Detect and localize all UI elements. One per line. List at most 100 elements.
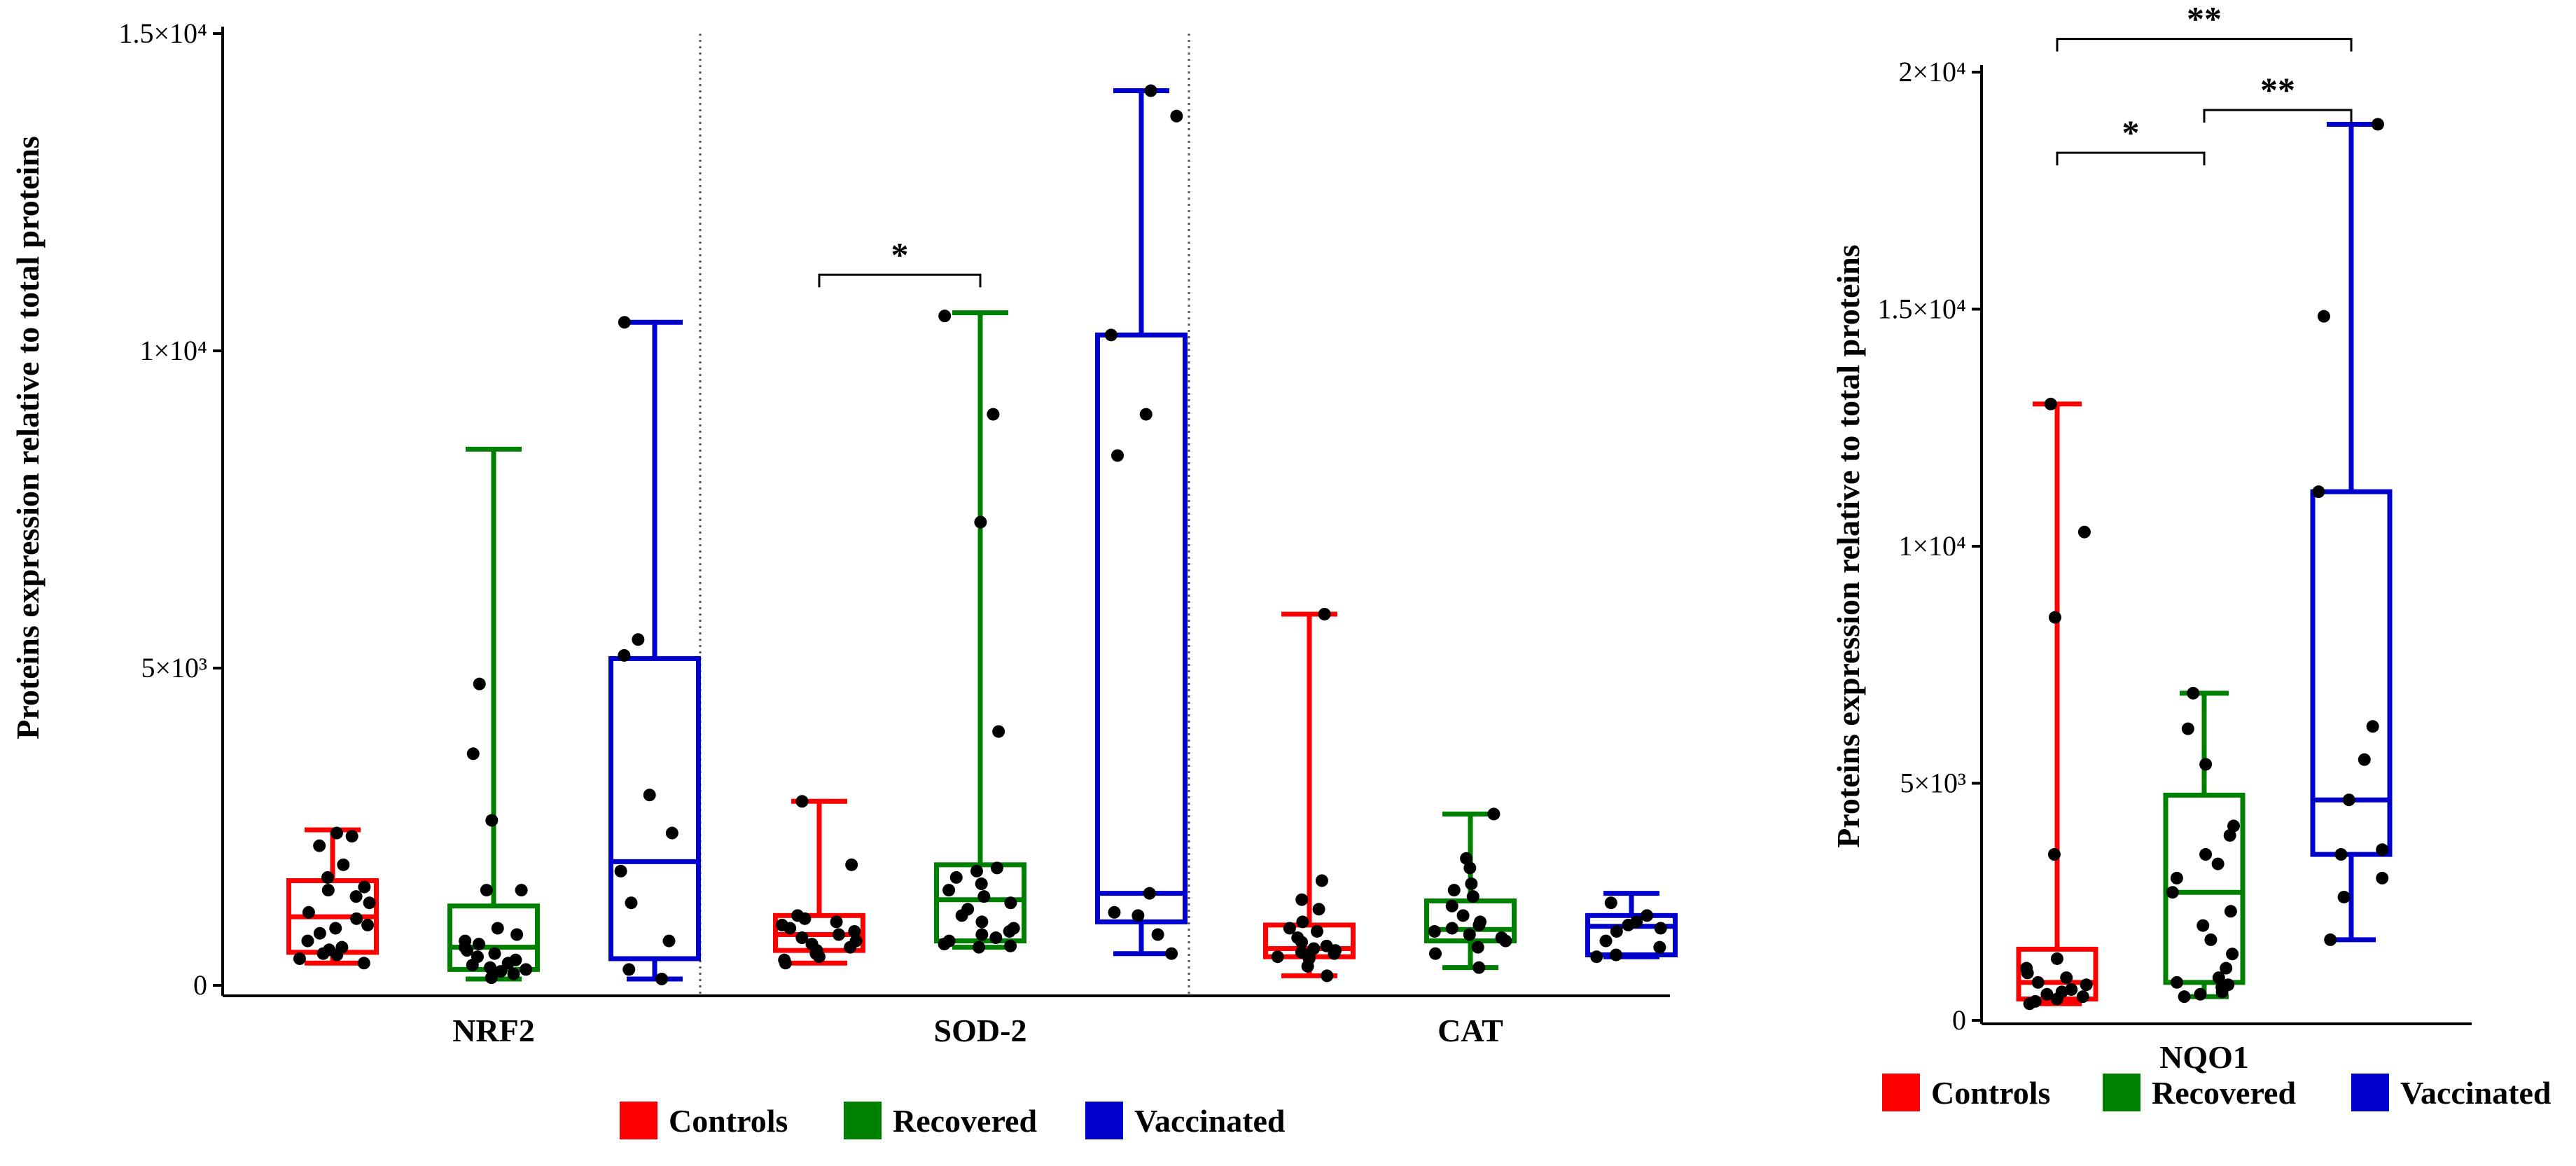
data-point	[2222, 978, 2235, 992]
significance-label: *	[2122, 113, 2140, 152]
data-point	[2044, 397, 2057, 410]
data-point	[1604, 896, 1617, 910]
y-tick-label: 5×10³	[141, 652, 207, 683]
data-point	[2194, 987, 2207, 1001]
data-point	[361, 918, 375, 931]
data-point	[313, 926, 326, 940]
data-point	[2065, 983, 2078, 996]
data-point	[1599, 934, 1613, 948]
significance-label: **	[2187, 0, 2222, 39]
data-point	[848, 924, 861, 938]
data-point	[1653, 941, 1666, 954]
legend-label: Recovered	[893, 1103, 1037, 1139]
data-point	[1170, 109, 1183, 123]
data-point	[491, 922, 504, 935]
data-point	[1004, 939, 1017, 952]
data-point	[942, 884, 956, 897]
box-controls	[2016, 397, 2098, 1011]
data-point	[632, 633, 645, 646]
box-vaccinated	[2310, 118, 2393, 946]
box-recovered	[447, 446, 540, 985]
data-point	[313, 839, 326, 852]
data-point	[791, 909, 805, 922]
data-point	[2312, 485, 2325, 499]
data-point	[1108, 905, 1121, 919]
data-point	[2199, 848, 2213, 861]
data-point	[990, 861, 1003, 875]
data-point	[472, 938, 485, 951]
data-point	[662, 934, 676, 948]
data-point	[459, 934, 472, 948]
data-point	[357, 957, 370, 970]
data-point	[1463, 861, 1477, 875]
significance-line	[2056, 38, 2353, 52]
data-point	[1104, 328, 1118, 342]
x-category-label: CAT	[1437, 1013, 1503, 1048]
data-point	[494, 965, 508, 978]
data-point	[1111, 449, 1125, 462]
data-point	[2199, 758, 2213, 771]
y-tick-label: 5×10³	[1900, 768, 1966, 799]
data-point	[2317, 310, 2330, 323]
data-point	[329, 922, 342, 935]
box-iqr	[1585, 912, 1678, 958]
data-point	[2055, 985, 2068, 999]
legend-swatch	[1085, 1102, 1123, 1139]
data-point	[938, 310, 952, 323]
y-axis-label: Proteins expression relative to total pr…	[1830, 244, 1866, 848]
chart-right: Proteins expression relative to total pr…	[1830, 0, 2472, 1075]
data-point	[805, 938, 819, 951]
data-point	[301, 934, 314, 948]
data-point	[2166, 886, 2179, 899]
data-point	[1641, 909, 1654, 922]
data-point	[795, 931, 809, 945]
box-recovered	[934, 310, 1026, 954]
significance-bracket: *	[818, 235, 982, 288]
x-category-label: NQO1	[2159, 1039, 2249, 1075]
legend-label: Recovered	[2152, 1075, 2296, 1111]
data-point	[1139, 408, 1153, 421]
data-point	[832, 928, 845, 941]
data-point	[515, 884, 528, 897]
significance-bracket: *	[2056, 113, 2206, 166]
data-point	[975, 915, 989, 929]
significance-label: *	[891, 235, 909, 274]
data-point	[510, 928, 524, 941]
legend-swatch	[1882, 1074, 1920, 1111]
y-tick-label: 0	[1952, 1004, 1966, 1036]
data-point	[1445, 899, 1458, 912]
data-point	[1465, 877, 1478, 891]
box-vaccinated	[1585, 891, 1678, 964]
significance-line	[2203, 109, 2353, 123]
chart-left: Proteins expression relative to total pr…	[10, 18, 1678, 1048]
data-point	[1487, 807, 1501, 821]
data-point	[2342, 793, 2355, 807]
data-point	[974, 515, 987, 529]
data-point	[949, 870, 963, 884]
box-recovered	[1424, 807, 1517, 974]
box-controls	[286, 826, 379, 970]
data-point	[2028, 994, 2042, 1008]
data-point	[2334, 848, 2348, 861]
data-point	[2324, 933, 2337, 946]
data-point	[1307, 942, 1321, 955]
data-point	[2187, 686, 2200, 700]
data-point	[643, 789, 656, 802]
data-point	[507, 967, 520, 980]
data-point	[2224, 905, 2237, 918]
legend-label: Vaccinated	[2400, 1075, 2551, 1111]
box-iqr	[2163, 792, 2246, 985]
data-point	[2031, 976, 2045, 989]
data-point	[975, 877, 988, 891]
data-point	[1132, 909, 1145, 922]
data-point	[1610, 924, 1623, 938]
data-point	[970, 864, 984, 877]
data-point	[302, 905, 315, 919]
data-point	[1428, 924, 1441, 938]
data-point	[1456, 909, 1470, 922]
y-tick-label: 1.5×10⁴	[1877, 293, 1966, 325]
data-point	[2358, 753, 2371, 766]
data-point	[335, 941, 349, 954]
data-point	[1466, 890, 1480, 903]
legend-label: Controls	[1931, 1075, 2050, 1111]
